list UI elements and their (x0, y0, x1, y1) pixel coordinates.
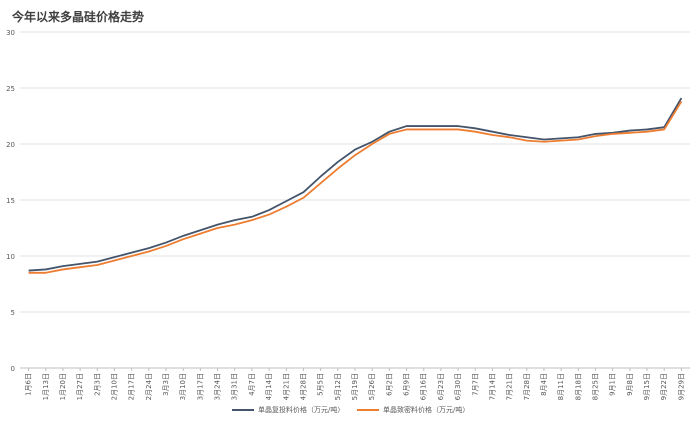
x-tick-label: 8月11日 (557, 373, 565, 400)
x-tick-label: 5月5日 (317, 373, 325, 396)
x-tick-label: 9月22日 (660, 373, 668, 400)
x-tick-label: 3月10日 (179, 373, 187, 400)
x-tick-label: 7月28日 (523, 373, 531, 400)
y-tick-label: 5 (11, 309, 15, 317)
x-axis-ticks: 1月6日 1月13日 1月20日 1月27日 2月3日 2月10日 2月17日 2月24日 3月… (25, 368, 685, 400)
x-tick-label: 8月18日 (574, 373, 582, 400)
gridlines (20, 31, 690, 369)
x-tick-label: 5月12日 (334, 373, 342, 400)
x-tick-label: 3月31日 (231, 373, 239, 400)
x-tick-label: 9月29日 (677, 373, 685, 400)
y-tick-label: 10 (6, 253, 15, 261)
legend-swatch-series-1 (232, 409, 254, 411)
x-tick-label: 8月4日 (540, 373, 548, 396)
series-line-1 (28, 97, 683, 272)
y-axis-ticks: 0 5 10 15 20 25 30 (6, 29, 15, 373)
x-tick-label: 3月17日 (196, 373, 204, 400)
x-tick-label: 4月21日 (282, 373, 290, 400)
x-tick-label: 6月9日 (403, 373, 411, 396)
x-tick-label: 7月14日 (488, 373, 496, 400)
x-tick-label: 9月15日 (643, 373, 651, 400)
x-tick-label: 7月7日 (471, 373, 479, 396)
x-tick-label: 6月16日 (420, 373, 428, 400)
x-tick-label: 5月19日 (351, 373, 359, 400)
y-tick-label: 20 (6, 141, 15, 149)
series-line-2 (28, 100, 683, 274)
x-tick-label: 1月27日 (76, 373, 84, 400)
x-tick-label: 7月21日 (506, 373, 514, 400)
x-tick-label: 2月17日 (128, 373, 136, 400)
x-tick-label: 8月25日 (592, 373, 600, 400)
y-tick-label: 0 (11, 365, 15, 373)
x-tick-label: 5月26日 (368, 373, 376, 400)
legend-swatch-series-2 (357, 409, 379, 411)
y-tick-label: 30 (6, 29, 15, 37)
legend-label-series-2: 单晶致密料价格（万元/吨） (383, 406, 470, 414)
x-tick-label: 4月28日 (299, 373, 307, 400)
x-tick-label: 2月24日 (145, 373, 153, 400)
x-tick-label: 4月7日 (248, 373, 256, 396)
x-tick-label: 3月24日 (214, 373, 222, 400)
x-tick-label: 9月1日 (609, 373, 617, 396)
legend: 单晶复投料价格（万元/吨） 单晶致密料价格（万元/吨） (0, 405, 700, 419)
x-tick-label: 6月23日 (437, 373, 445, 400)
x-tick-label: 1月13日 (42, 373, 50, 400)
x-tick-label: 6月2日 (385, 373, 393, 396)
x-tick-label: 2月10日 (110, 373, 118, 400)
chart-title: 今年以来多晶硅价格走势 (12, 10, 145, 24)
legend-item-series-1: 单晶复投料价格（万元/吨） (232, 405, 344, 415)
x-tick-label: 2月3日 (93, 373, 101, 396)
y-tick-label: 15 (6, 197, 15, 205)
x-tick-label: 1月6日 (25, 373, 33, 396)
x-tick-label: 3月3日 (162, 373, 170, 396)
series-lines (28, 97, 683, 274)
legend-label-series-1: 单晶复投料价格（万元/吨） (258, 406, 345, 414)
x-tick-label: 9月8日 (626, 373, 634, 396)
x-tick-label: 6月30日 (454, 373, 462, 400)
y-tick-label: 25 (6, 85, 15, 93)
legend-item-series-2: 单晶致密料价格（万元/吨） (357, 405, 469, 415)
x-tick-label: 4月14日 (265, 373, 273, 400)
x-tick-label: 1月20日 (59, 373, 67, 400)
